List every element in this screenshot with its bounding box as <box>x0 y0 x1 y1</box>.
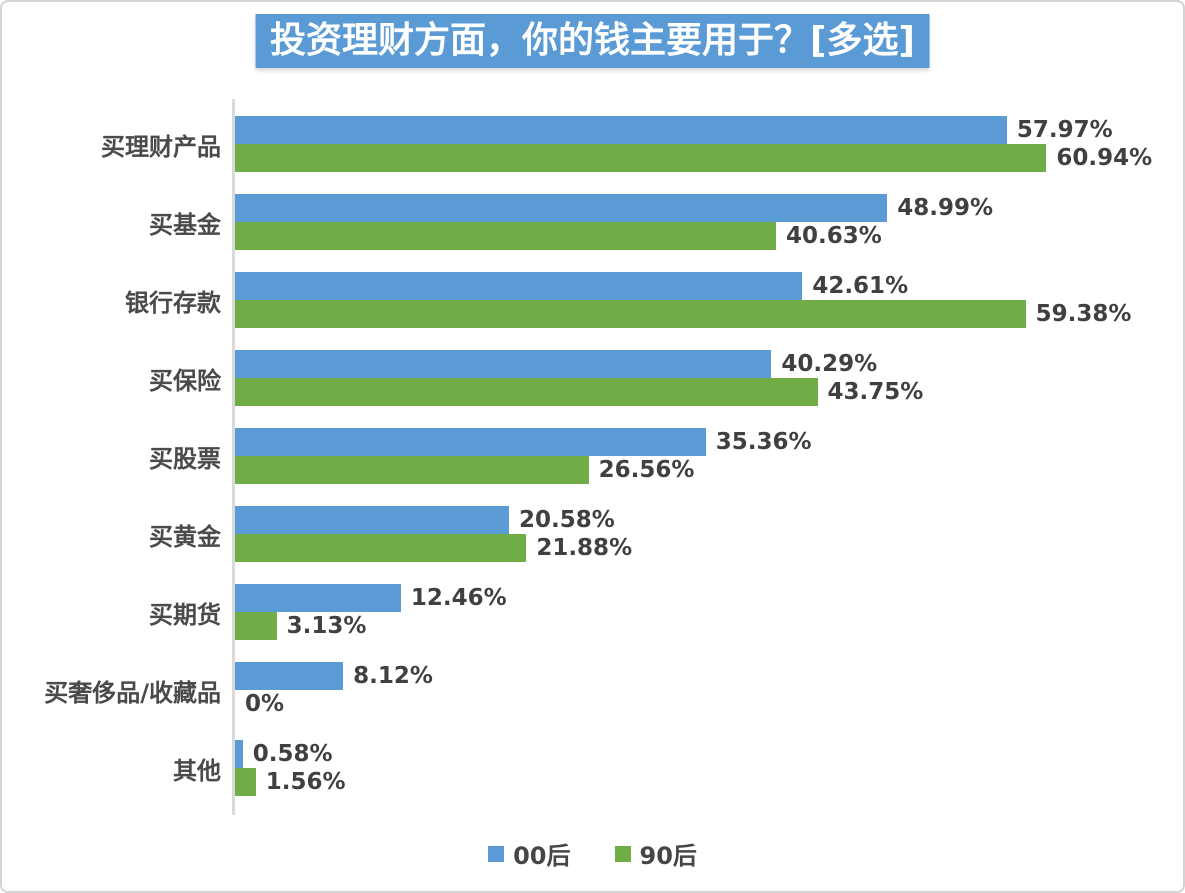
bar-group: 57.97% 60.94% <box>235 116 1167 172</box>
category-row: 买基金 48.99% 40.63% <box>2 183 1167 261</box>
bar-90s <box>235 222 776 250</box>
value-label-90s: 40.63% <box>785 223 882 249</box>
category-label: 买保险 <box>149 366 221 395</box>
bar-line-90s: 40.63% <box>235 222 1167 250</box>
category-label: 买期货 <box>149 600 221 629</box>
legend-label-00s: 00后 <box>513 842 571 870</box>
bar-90s <box>235 768 256 796</box>
bar-group: 40.29% 43.75% <box>235 350 1167 406</box>
bar-group: 48.99% 40.63% <box>235 194 1167 250</box>
value-label-90s: 21.88% <box>536 535 633 561</box>
bar-line-00s: 42.61% <box>235 272 1167 300</box>
bar-group: 0.58% 1.56% <box>235 740 1167 796</box>
bar-00s <box>235 662 344 690</box>
legend-swatch-90s <box>614 845 631 862</box>
value-label-00s: 57.97% <box>1016 117 1113 143</box>
legend-item-00s: 00后 <box>488 836 571 871</box>
value-label-00s: 12.46% <box>410 585 507 611</box>
value-label-00s: 20.58% <box>519 507 615 533</box>
category-label: 买黄金 <box>149 522 221 551</box>
bar-group: 42.61% 59.38% <box>235 272 1167 328</box>
category-label: 买奢侈品/收藏品 <box>44 678 221 707</box>
value-label-90s: 1.56% <box>265 769 346 795</box>
bar-00s <box>235 350 772 378</box>
bar-00s <box>235 116 1007 144</box>
value-label-90s: 3.13% <box>286 613 367 639</box>
bar-line-90s: 43.75% <box>235 378 1167 406</box>
value-label-90s: 59.38% <box>1035 301 1132 327</box>
value-label-90s: 43.75% <box>827 379 924 405</box>
bar-line-00s: 57.97% <box>235 116 1167 144</box>
category-row: 其他 0.58% 1.56% <box>2 729 1167 807</box>
bar-chart: 买理财产品 57.97% 60.94% 买基金 48.99% 40.63% 银行存款 42.6… <box>2 99 1167 815</box>
category-row: 买奢侈品/收藏品 8.12% 0% <box>2 651 1167 729</box>
bar-group: 12.46% 3.13% <box>235 584 1167 640</box>
bar-line-90s: 60.94% <box>235 144 1167 172</box>
bar-line-90s: 26.56% <box>235 456 1167 484</box>
bar-group: 35.36% 26.56% <box>235 428 1167 484</box>
legend-item-90s: 90后 <box>614 836 697 871</box>
bar-line-00s: 48.99% <box>235 194 1167 222</box>
bar-90s <box>235 144 1047 172</box>
value-label-00s: 8.12% <box>353 663 433 689</box>
category-label: 买基金 <box>149 210 221 239</box>
bar-line-00s: 20.58% <box>235 506 1167 534</box>
bar-90s <box>235 456 589 484</box>
value-label-90s: 60.94% <box>1056 145 1153 171</box>
category-row: 买保险 40.29% 43.75% <box>2 339 1167 417</box>
chart-rows: 买理财产品 57.97% 60.94% 买基金 48.99% 40.63% 银行存款 42.6… <box>2 105 1167 807</box>
bar-00s <box>235 584 401 612</box>
bar-line-00s: 8.12% <box>235 662 1167 690</box>
bar-line-90s: 3.13% <box>235 612 1167 640</box>
bar-line-00s: 12.46% <box>235 584 1167 612</box>
bar-line-90s: 21.88% <box>235 534 1167 562</box>
legend: 00后 90后 <box>2 836 1183 871</box>
bar-line-90s: 0% <box>235 690 1167 718</box>
category-row: 买黄金 20.58% 21.88% <box>2 495 1167 573</box>
category-row: 买理财产品 57.97% 60.94% <box>2 105 1167 183</box>
category-row: 银行存款 42.61% 59.38% <box>2 261 1167 339</box>
bar-00s <box>235 194 888 222</box>
bar-90s <box>235 300 1026 328</box>
bar-line-90s: 59.38% <box>235 300 1167 328</box>
category-label: 买股票 <box>149 444 221 473</box>
value-label-00s: 40.29% <box>781 351 878 377</box>
bar-line-00s: 40.29% <box>235 350 1167 378</box>
value-label-00s: 48.99% <box>897 195 994 221</box>
bar-line-00s: 35.36% <box>235 428 1167 456</box>
bar-00s <box>235 506 509 534</box>
chart-title: 投资理财方面，你的钱主要用于？[多选] <box>255 14 930 68</box>
bar-group: 20.58% 21.88% <box>235 506 1167 562</box>
category-row: 买期货 12.46% 3.13% <box>2 573 1167 651</box>
bar-group: 8.12% 0% <box>235 662 1167 718</box>
value-label-00s: 0.58% <box>252 741 333 767</box>
legend-swatch-00s <box>488 845 505 862</box>
bar-line-00s: 0.58% <box>235 740 1167 768</box>
value-label-90s: 26.56% <box>598 457 695 483</box>
bar-90s <box>235 534 527 562</box>
category-label: 银行存款 <box>125 288 221 317</box>
bar-line-90s: 1.56% <box>235 768 1167 796</box>
y-axis-line <box>232 99 235 815</box>
category-row: 买股票 35.36% 26.56% <box>2 417 1167 495</box>
bar-90s <box>235 612 277 640</box>
value-label-90s: 0% <box>245 691 285 717</box>
bar-90s <box>235 378 818 406</box>
bar-00s <box>235 272 803 300</box>
legend-label-90s: 90后 <box>639 842 697 870</box>
bar-00s <box>235 740 243 768</box>
value-label-00s: 42.61% <box>812 273 909 299</box>
bar-00s <box>235 428 706 456</box>
category-label: 买理财产品 <box>101 132 221 161</box>
category-label: 其他 <box>173 756 221 785</box>
value-label-00s: 35.36% <box>715 429 812 455</box>
